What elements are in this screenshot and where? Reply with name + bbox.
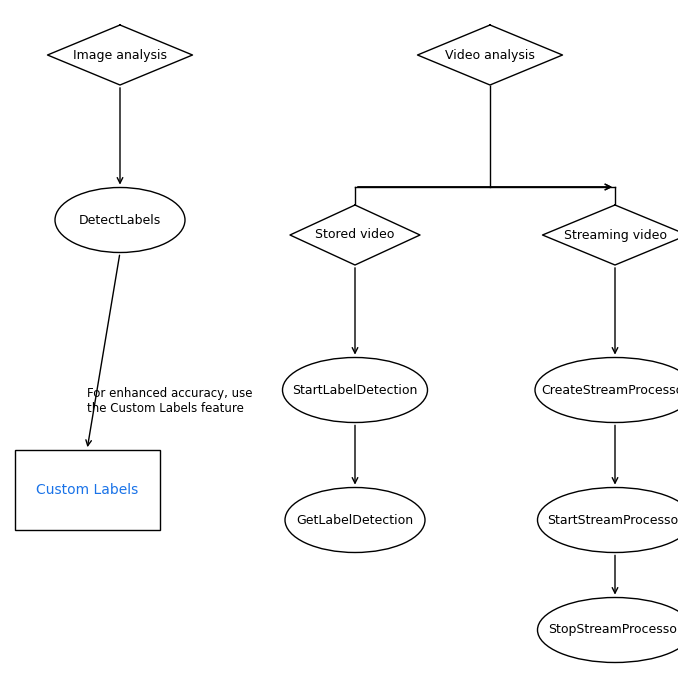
Text: Streaming video: Streaming video (563, 229, 666, 242)
Text: GetLabelDetection: GetLabelDetection (296, 513, 414, 526)
Ellipse shape (538, 597, 678, 663)
Polygon shape (418, 25, 563, 85)
Ellipse shape (535, 358, 678, 422)
Text: For enhanced accuracy, use
the Custom Labels feature: For enhanced accuracy, use the Custom La… (87, 387, 252, 415)
Text: StartStreamProcessor: StartStreamProcessor (547, 513, 678, 526)
Polygon shape (290, 205, 420, 265)
Ellipse shape (285, 488, 425, 552)
Ellipse shape (283, 358, 428, 422)
Polygon shape (542, 205, 678, 265)
Text: DetectLabels: DetectLabels (79, 214, 161, 227)
Text: CreateStreamProcessor: CreateStreamProcessor (541, 383, 678, 396)
Polygon shape (47, 25, 193, 85)
Ellipse shape (55, 187, 185, 253)
Text: StartLabelDetection: StartLabelDetection (292, 383, 418, 396)
Text: Image analysis: Image analysis (73, 48, 167, 61)
Ellipse shape (538, 488, 678, 552)
Text: Video analysis: Video analysis (445, 48, 535, 61)
Text: StopStreamProcessor: StopStreamProcessor (548, 624, 678, 637)
Text: Custom Labels: Custom Labels (36, 483, 138, 497)
Text: Stored video: Stored video (315, 229, 395, 242)
Bar (14, 450, 159, 530)
